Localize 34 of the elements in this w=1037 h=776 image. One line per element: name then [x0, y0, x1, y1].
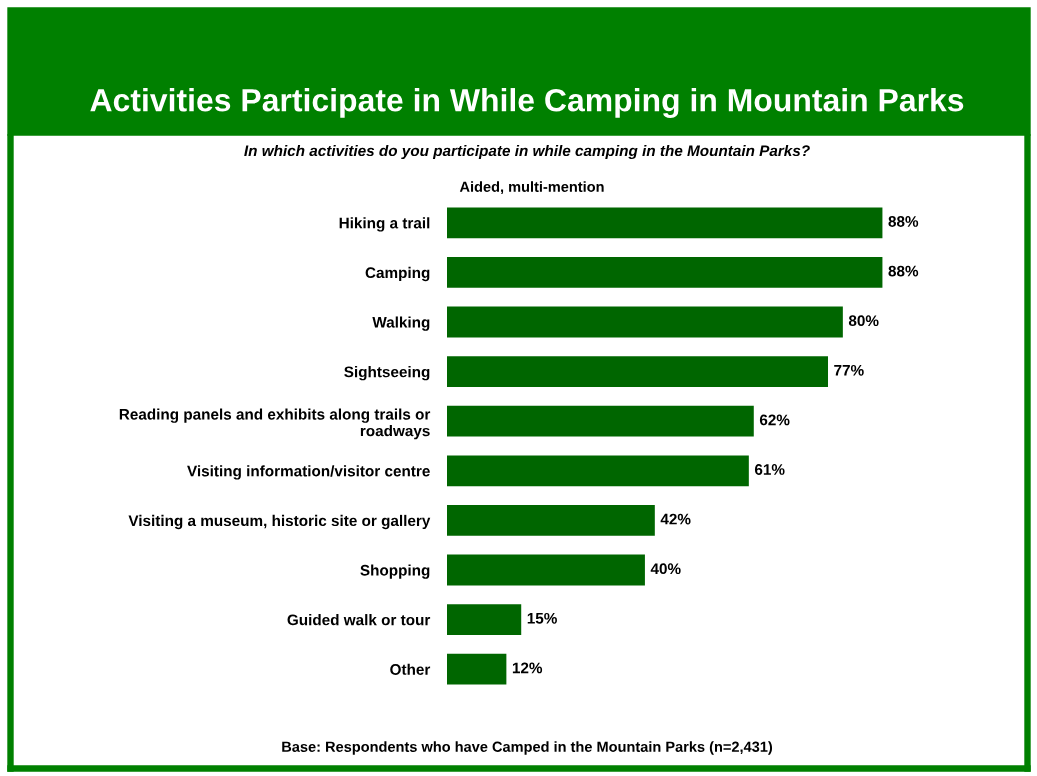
y-tick-label: Other	[390, 663, 431, 675]
y-tick-label: Reading panels and exhibits along trails or roadways	[119, 408, 431, 440]
chart-subtitle: In which activities do you participate in while camping in the Mountain Parks?	[244, 144, 810, 160]
data-label: 42%	[660, 513, 691, 525]
y-tick-label: Guided walk or tour	[287, 614, 431, 626]
y-tick-label: Camping	[365, 266, 430, 282]
data-label: 77%	[834, 364, 864, 376]
data-label: 15%	[527, 612, 557, 624]
data-label: 80%	[848, 315, 879, 327]
data-label: 61%	[754, 464, 785, 475]
data-label: 12%	[512, 662, 543, 674]
bar	[447, 455, 749, 487]
bar	[447, 405, 754, 437]
bar	[447, 356, 828, 387]
text: Base: Respondents who have Camped in the Mountain Parks (n=2,431)	[282, 741, 773, 755]
data-label: 88%	[888, 265, 919, 277]
bar	[447, 604, 522, 635]
bar	[447, 257, 883, 288]
bar	[447, 653, 507, 685]
data-label: 88%	[888, 216, 919, 227]
chart-title: Activities Participate in While Camping in Mountain Parks	[90, 88, 964, 118]
text: Aided, multi-mention	[459, 181, 604, 195]
bar	[447, 306, 843, 338]
y-tick-label: Hiking a trail	[339, 217, 430, 232]
bar	[447, 554, 645, 586]
data-label: 40%	[650, 563, 681, 575]
y-tick-label: Shopping	[360, 564, 430, 579]
y-tick-label: Walking	[372, 316, 430, 331]
y-tick-label: Visiting a museum, historic site or gallery	[128, 514, 431, 530]
y-tick-label: Sightseeing	[344, 366, 430, 381]
bar	[447, 505, 655, 536]
y-tick-label: Visiting information/visitor centre	[187, 465, 430, 480]
bar	[447, 207, 883, 239]
data-label: 62%	[759, 414, 790, 426]
